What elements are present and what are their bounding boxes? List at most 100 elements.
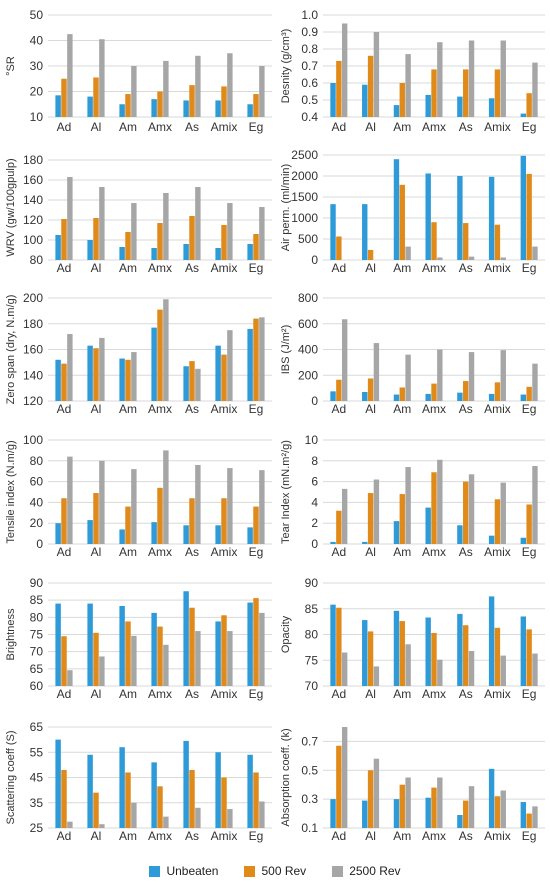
panel-12-bar-2500-rev [468, 786, 475, 828]
panel-12-xtick-label: Amx [422, 829, 446, 843]
panel-4-bar-500-rev [494, 224, 501, 260]
panel-1-xtick-label: Eg [249, 120, 264, 134]
panel-7-bar-unbeaten [151, 522, 157, 544]
panel-10-xtick-label: Eg [522, 687, 537, 701]
panel-8-ytick-label: 6 [311, 475, 318, 489]
panel-12-xtick-label: As [459, 829, 473, 843]
panel-3-bar-2500-rev [131, 203, 137, 260]
panel-1-bar-unbeaten [55, 95, 61, 117]
panel-12-bar-500-rev [494, 796, 501, 828]
panel-7-bar-unbeaten [55, 523, 61, 544]
panel-5-xtick-label: Al [91, 402, 102, 416]
panel-6-bar-500-rev [399, 387, 405, 401]
panel-2-xtick-label: Amx [422, 120, 446, 134]
panel-5-xtick-label: Am [119, 402, 137, 416]
panel-5-bar-500-rev [253, 318, 259, 401]
panel-8-xtick-label: Ad [332, 545, 347, 559]
panel-2-xtick-label: Al [365, 120, 376, 134]
panel-5-bar-2500-rev [195, 368, 201, 401]
legend-label-500-rev: 500 Rev [261, 864, 307, 878]
panel-4-bar-500-rev [431, 222, 437, 260]
panel-10-ytick-label: 70 [305, 679, 319, 693]
panel-10-ytick-label: 85 [305, 602, 319, 616]
panel-10-bar-500-rev [336, 607, 342, 686]
panel-12: 0.1 0.3 0.5 0.7 Absorption coeff. (k) Ad Al Am A… [280, 727, 545, 843]
panel-8-bar-500-rev [494, 499, 501, 544]
panel-2-ytick-label: 0.7 [301, 59, 318, 73]
panel-2-ytick-label: 0.6 [301, 76, 318, 90]
panel-3-bar-500-rev [61, 219, 67, 260]
panel-11-bar-unbeaten [151, 762, 157, 828]
panel-4-xtick-label: Amix [484, 261, 511, 275]
panel-1-bar-2500-rev [99, 39, 105, 117]
panel-3: 80 100 120 140 160 180 WRV (gw/100gpulp) Ad Al Am… [5, 153, 272, 275]
panel-8-bar-unbeaten [425, 507, 431, 544]
panel-9-bar-500-rev [157, 626, 163, 686]
panel-3-xtick-label: Eg [249, 261, 264, 275]
panel-10-bar-unbeaten [457, 613, 463, 686]
panel-10-xtick-label: Amx [422, 687, 446, 701]
panel-1-ytick-label: 50 [30, 8, 44, 22]
panel-10-bar-2500-rev [341, 652, 348, 686]
panel-8-bar-2500-rev [405, 467, 411, 544]
panel-10-xtick-label: As [459, 687, 473, 701]
panel-3-xtick-label: Am [119, 261, 137, 275]
panel-9-ytick-label: 80 [30, 610, 44, 624]
panel-4-bar-unbeaten [330, 204, 336, 260]
panel-1-bar-500-rev [93, 77, 99, 117]
panel-7-bar-2500-rev [259, 470, 265, 544]
panel-10-bar-2500-rev [468, 650, 475, 686]
panel-3-bar-500-rev [189, 216, 195, 260]
panel-1-bar-unbeaten [183, 100, 189, 117]
panel-7-ytick-label: 40 [30, 495, 44, 509]
panel-12-bar-unbeaten [488, 768, 495, 828]
panel-6-bar-2500-rev [500, 350, 506, 401]
panel-4-ytick-label: 1000 [291, 211, 318, 225]
panel-10-xtick-label: Al [365, 687, 376, 701]
panel-11-bar-500-rev [221, 777, 227, 828]
panel-1-xtick-label: Al [91, 120, 102, 134]
panel-8-bar-unbeaten [520, 537, 527, 544]
panel-12-bar-500-rev [463, 800, 469, 828]
panel-8-bar-unbeaten [362, 541, 368, 544]
panel-4-xtick-label: Amx [422, 261, 446, 275]
panel-10-bar-2500-rev [500, 655, 506, 686]
panel-9-ytick-label: 85 [30, 593, 44, 607]
panel-1-xtick-label: Amix [211, 120, 238, 134]
panel-11-ytick-label: 35 [30, 796, 44, 810]
panel-4-bar-unbeaten [520, 155, 527, 260]
panel-4-xtick-label: Am [393, 261, 411, 275]
panel-10-bar-500-rev [431, 632, 437, 686]
panel-7-bar-unbeaten [87, 520, 93, 544]
panel-9-bar-500-rev [93, 632, 99, 686]
panel-5-bar-2500-rev [131, 352, 137, 401]
panel-5-bar-500-rev [221, 354, 227, 401]
panel-3-ytick-label: 180 [23, 153, 43, 167]
panel-9-bar-unbeaten [87, 603, 93, 686]
panel-10-bar-2500-rev [437, 659, 443, 686]
panel-6-bar-500-rev [494, 382, 501, 401]
panel-11-xtick-label: Am [119, 829, 137, 843]
panel-1: 10 20 30 40 50 °SR Ad Al Am Amx As Amix Eg [5, 8, 272, 134]
panel-8: 0 2 4 6 8 10 Tear Index (mN.m²/g) Ad Al Am Amx As Am… [280, 433, 545, 559]
panel-10-ytick-label: 90 [305, 576, 319, 590]
panel-4-xtick-label: Eg [522, 261, 537, 275]
panel-1-ytick-label: 10 [30, 110, 44, 124]
panel-10-bar-2500-rev [532, 653, 538, 686]
panel-3-xtick-label: Amx [148, 261, 172, 275]
panel-5-bar-unbeaten [247, 328, 253, 401]
panel-5-bar-500-rev [157, 309, 163, 401]
panel-12-bar-500-rev [431, 787, 437, 828]
panel-8-xtick-label: Amix [484, 545, 511, 559]
panel-4-bar-500-rev [526, 173, 532, 260]
panel-5-ytick-label: 140 [23, 368, 43, 382]
panel-11-bar-unbeaten [215, 752, 221, 828]
panel-6-bar-unbeaten [330, 391, 336, 401]
panel-5-ytick-label: 120 [23, 394, 43, 408]
panel-11-bar-unbeaten [87, 754, 93, 828]
panel-3-bar-unbeaten [247, 244, 253, 260]
panel-11-xtick-label: Amx [148, 829, 172, 843]
panel-9-xtick-label: As [185, 687, 199, 701]
panel-3-bar-unbeaten [87, 240, 93, 260]
panel-8-bar-2500-rev [500, 482, 506, 544]
